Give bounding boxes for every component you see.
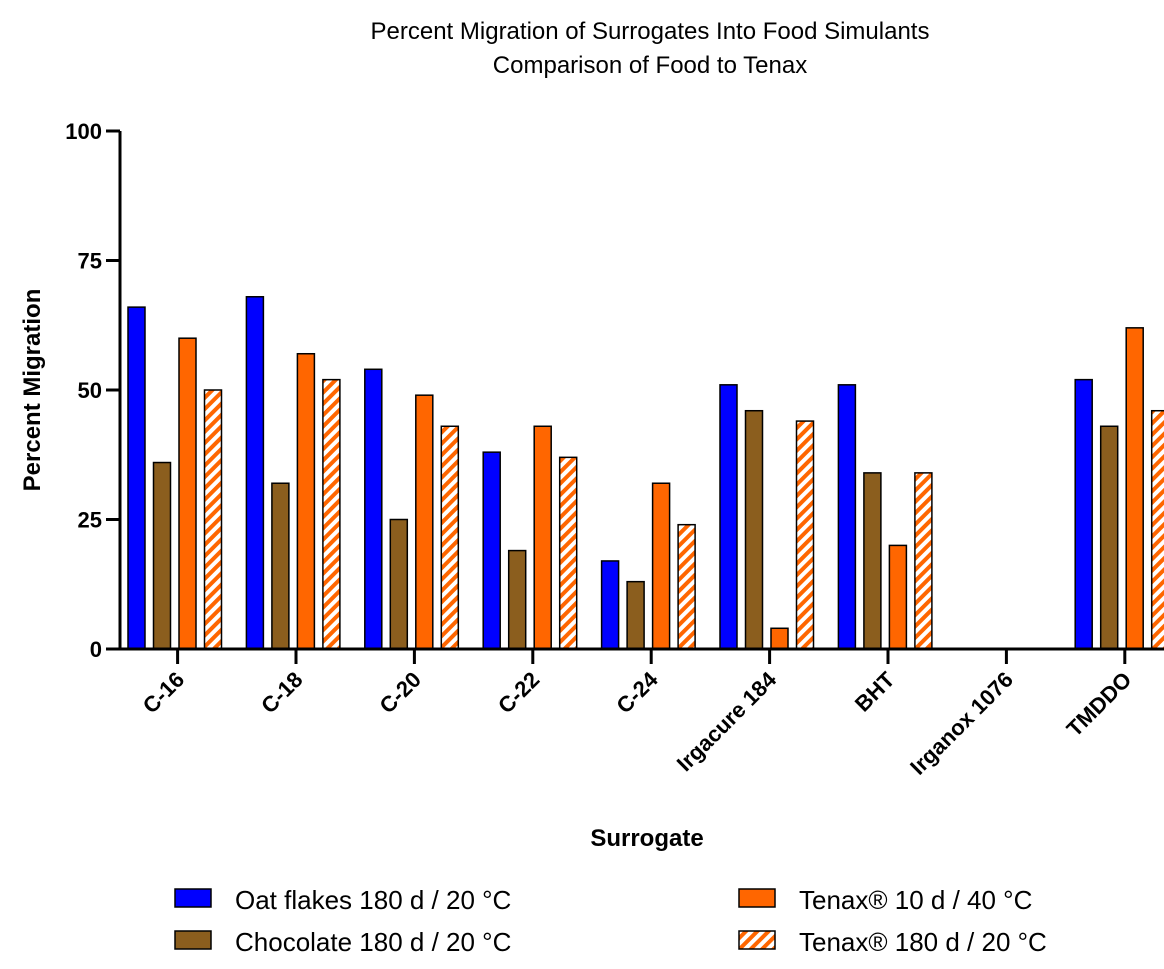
legend-swatch-1: [174, 888, 212, 908]
bar-c-22-series-1: [482, 451, 501, 650]
legend-label-3: Tenax® 10 d / 40 °C: [799, 885, 1032, 915]
bar-c-18-series-2: [271, 482, 290, 650]
bar-bht-series-4: [914, 472, 933, 650]
legend-swatch-2: [174, 930, 212, 950]
bar-c-16-series-2: [152, 461, 172, 650]
bar-bht-series-1: [837, 384, 857, 650]
bar-tmddo-series-2: [1099, 425, 1119, 650]
y-tick-label-50: 50: [78, 378, 102, 403]
chart-subtitle: Comparison of Food to Tenax: [493, 52, 807, 79]
bar-c-20-series-3: [415, 394, 434, 650]
bar-c-18-series-4: [322, 378, 341, 650]
bar-c-24-series-3: [651, 482, 671, 650]
bar-irgacure-184-series-2: [744, 409, 764, 650]
chart-title: Percent Migration of Surrogates Into Foo…: [371, 18, 930, 45]
y-axis-title: Percent Migration: [19, 289, 46, 492]
y-tick-label-0: 0: [90, 637, 102, 662]
bar-c-22-series-2: [507, 549, 527, 650]
x-tick-label-c-16: C-16: [138, 667, 189, 718]
x-tick-label-c-24: C-24: [611, 666, 663, 718]
y-tick-label-75: 75: [78, 249, 102, 274]
legend-label-1: Oat flakes 180 d / 20 °C: [235, 885, 511, 915]
bar-c-16-series-4: [203, 389, 223, 650]
legend-label-2: Chocolate 180 d / 20 °C: [235, 927, 511, 957]
legend: Oat flakes 180 d / 20 °C Chocolate 180 d …: [174, 885, 1047, 957]
bar-irgacure-184-series-4: [795, 420, 815, 650]
bar-bht-series-2: [863, 472, 882, 650]
x-tick-label-c-20: C-20: [375, 667, 426, 718]
y-tick-label-100: 100: [65, 119, 102, 144]
x-tick-label-c-22: C-22: [493, 667, 544, 718]
x-tick-label-bht: BHT: [850, 666, 900, 716]
bar-c-24-series-4: [677, 523, 696, 650]
bar-bht-series-3: [888, 544, 908, 650]
x-axis-title: Surrogate: [590, 825, 703, 852]
bar-c-24-series-1: [600, 560, 620, 650]
bar-irgacure-184-series-3: [770, 627, 789, 650]
bar-c-22-series-4: [558, 456, 578, 650]
bar-c-22-series-3: [533, 425, 552, 650]
bar-c-24-series-2: [626, 580, 645, 650]
legend-label-4: Tenax® 180 d / 20 °C: [799, 927, 1047, 957]
y-tick-label-25: 25: [78, 508, 102, 533]
bar-tmddo-series-3: [1125, 327, 1144, 650]
bar-tmddo-series-4: [1150, 409, 1164, 650]
legend-swatch-4: [738, 930, 776, 950]
x-axis: C-16 C-18 C-20 C-22 C-24 Irgacure 184 BHT Irgan…: [118, 647, 1164, 780]
y-axis: 0 25 50 75 100: [65, 119, 122, 662]
x-tick-label-irgacure-184: Irgacure 184: [672, 666, 782, 776]
bar-c-20-series-1: [364, 368, 383, 650]
x-tick-label-c-18: C-18: [256, 667, 307, 718]
bar-tmddo-series-1: [1074, 378, 1093, 650]
bar-c-18-series-1: [245, 296, 265, 650]
legend-swatch-3: [738, 888, 776, 908]
bar-c-16-series-1: [127, 306, 146, 650]
bar-c-20-series-2: [389, 518, 409, 650]
x-tick-label-irganox-1076: Irganox 1076: [905, 667, 1018, 780]
bar-c-20-series-4: [440, 425, 460, 650]
bar-c-18-series-3: [296, 352, 316, 650]
bars-group: [127, 296, 1164, 650]
bar-c-16-series-3: [178, 337, 197, 650]
x-tick-label-tmddo: TMDDO: [1062, 667, 1137, 742]
bar-irgacure-184-series-1: [719, 384, 738, 650]
